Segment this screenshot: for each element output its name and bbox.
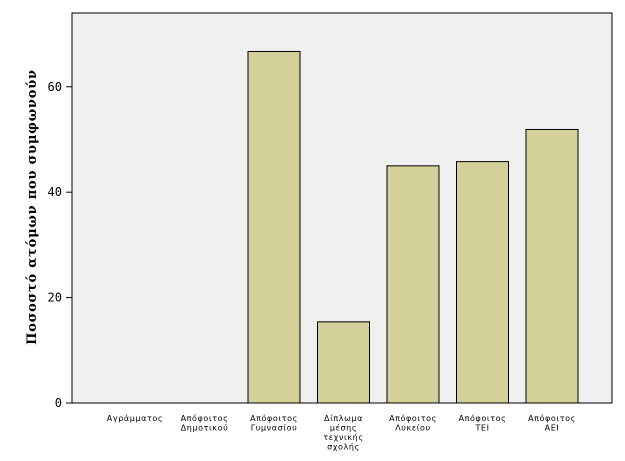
- bar: [456, 161, 509, 404]
- y-tick-label: 0: [55, 396, 62, 410]
- y-axis-title: Ποσοστό ατόμων που συμφωνούν: [25, 69, 40, 345]
- bar: [247, 50, 301, 404]
- bars-group: [247, 50, 579, 404]
- x-category-label: Δίπλωμα μέσης τεχνικής σχολής: [323, 414, 363, 452]
- x-category-label: Απόφοιτος Γυμνασίου: [250, 413, 298, 433]
- x-category-label: Αγράμματος: [107, 414, 163, 423]
- x-category-label: Απόφοιτος ΑΕΙ: [528, 413, 576, 433]
- y-tick-label: 40: [48, 185, 62, 199]
- x-category-label: Απόφοιτος ΤΕΙ: [459, 413, 507, 433]
- y-tick-label: 60: [48, 80, 62, 94]
- bar: [525, 128, 579, 404]
- bar: [317, 321, 370, 404]
- y-axis: 0 20 40 60: [48, 80, 72, 410]
- x-category-label: Απόφοιτος Λυκείου: [389, 413, 437, 433]
- bar: [386, 165, 440, 404]
- x-category-label: Απόφοιτος Δημοτικού: [181, 413, 229, 433]
- y-tick-label: 20: [48, 291, 62, 305]
- x-axis-labels: Αγράμματος Απόφοιτος Δημοτικού Απόφοιτος Γυμ…: [107, 413, 576, 452]
